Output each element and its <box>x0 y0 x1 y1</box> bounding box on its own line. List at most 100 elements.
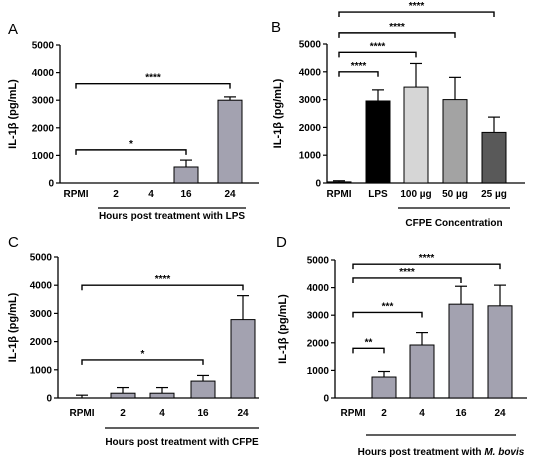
bar <box>487 305 513 399</box>
category-label: 2 <box>113 189 119 200</box>
y-tick-label: 5000 <box>307 256 330 267</box>
category-label: 50 µg <box>442 189 468 200</box>
significance-label: **** <box>399 267 415 278</box>
bar <box>173 166 199 184</box>
group-label-italic: M. bovis <box>484 447 524 458</box>
bar <box>481 131 507 184</box>
bar <box>403 86 429 184</box>
y-tick-label: 5000 <box>30 253 53 264</box>
y-tick-label: 2000 <box>299 123 322 134</box>
significance-label: **** <box>419 253 435 264</box>
category-label: 4 <box>148 189 154 200</box>
y-axis-label: IL-1β (pg/mL) <box>7 79 19 149</box>
y-tick-label: 3000 <box>307 311 330 322</box>
significance-label: * <box>129 139 133 150</box>
significance-bracket <box>75 82 231 89</box>
y-tick-label: 0 <box>48 179 54 190</box>
bar <box>409 344 435 399</box>
category-label: RPMI <box>70 408 95 419</box>
bar <box>326 181 352 184</box>
significance-bracket <box>338 11 495 18</box>
category-label: 16 <box>455 408 467 419</box>
y-axis-label: IL-1β (pg/mL) <box>272 78 284 148</box>
chart-panel-c: C IL-1β (pg/mL) 0 1000 2000 3000 4000 5000 RPMI 2… <box>7 234 259 448</box>
y-tick-label: 0 <box>315 179 321 190</box>
group-label: CFPE Concentration <box>405 218 502 229</box>
category-label: 2 <box>381 408 387 419</box>
panel-label: A <box>8 21 18 38</box>
category-label: 24 <box>237 408 249 419</box>
y-tick-label: 1000 <box>307 366 330 377</box>
y-tick-label: 1000 <box>30 365 53 376</box>
significance-label: *** <box>382 301 394 312</box>
y-axis-label: IL-1β (pg/mL) <box>7 292 19 362</box>
significance-label: **** <box>145 73 161 84</box>
chart-panel-d: D IL-1β (pg/mL) 0 1000 2000 3000 4000 5000 RPMI 2… <box>276 234 527 458</box>
category-label: 100 µg <box>400 189 431 200</box>
y-tick-label: 3000 <box>299 95 322 106</box>
y-tick-label: 4000 <box>32 68 55 79</box>
bar <box>149 392 175 399</box>
category-label: 16 <box>197 408 209 419</box>
bar <box>442 99 468 184</box>
significance-label: **** <box>409 1 425 12</box>
significance-label: ** <box>365 337 373 348</box>
y-tick-label: 5000 <box>32 41 55 52</box>
bar <box>365 100 391 184</box>
category-label: 24 <box>224 189 236 200</box>
chart-panel-a: A IL-1β (pg/mL) 0 1000 2000 3000 4000 5000 RPMI 2… <box>7 21 259 222</box>
y-tick-label: 3000 <box>32 96 55 107</box>
bar <box>230 319 256 399</box>
category-label: 16 <box>180 189 192 200</box>
bar <box>448 303 474 399</box>
significance-bracket <box>81 284 244 291</box>
y-tick-label: 4000 <box>307 283 330 294</box>
category-label: 4 <box>159 408 165 419</box>
y-tick-label: 4000 <box>30 281 53 292</box>
significance-bracket <box>81 359 204 365</box>
bar <box>110 392 136 399</box>
y-tick-label: 0 <box>46 394 52 405</box>
category-label: RPMI <box>327 189 352 200</box>
bar <box>190 380 216 399</box>
group-label: Hours post treatment with M. bovis <box>358 447 525 458</box>
y-tick-label: 2000 <box>32 123 55 134</box>
significance-label: **** <box>370 41 386 52</box>
significance-bracket <box>352 311 423 318</box>
category-label: 2 <box>120 408 126 419</box>
category-label: LPS <box>368 189 388 200</box>
y-tick-label: 0 <box>323 394 329 405</box>
panel-label: B <box>271 19 281 36</box>
panel-label: D <box>276 234 287 251</box>
y-tick-label: 4000 <box>299 67 322 78</box>
y-tick-label: 1000 <box>32 151 55 162</box>
category-label: RPMI <box>341 408 366 419</box>
category-label: 25 µg <box>481 189 507 200</box>
bar <box>217 99 243 184</box>
chart-panel-b: B IL-1β (pg/mL) 0 1000 2000 3000 4000 5000 RPMI L… <box>271 1 525 229</box>
group-label: Hours post treatment with CFPE <box>105 437 259 448</box>
category-label: 4 <box>419 408 425 419</box>
significance-label: * <box>141 349 145 360</box>
significance-bracket <box>75 149 187 155</box>
significance-bracket <box>352 347 385 354</box>
significance-bracket <box>338 32 456 38</box>
significance-bracket <box>352 277 462 283</box>
group-label: Hours post treatment with LPS <box>99 211 245 222</box>
y-tick-label: 1000 <box>299 151 322 162</box>
significance-bracket <box>352 263 501 270</box>
y-axis-label: IL-1β (pg/mL) <box>277 294 289 364</box>
y-tick-label: 5000 <box>299 40 322 51</box>
significance-label: **** <box>351 61 367 72</box>
significance-label: **** <box>155 274 171 285</box>
category-label: RPMI <box>64 189 89 200</box>
significance-label: **** <box>389 22 405 33</box>
y-tick-label: 2000 <box>30 337 53 348</box>
significance-bracket <box>338 71 379 77</box>
y-tick-label: 3000 <box>30 309 53 320</box>
y-tick-label: 2000 <box>307 338 330 349</box>
category-label: 24 <box>494 408 506 419</box>
significance-bracket <box>338 51 417 58</box>
bar <box>371 376 397 399</box>
